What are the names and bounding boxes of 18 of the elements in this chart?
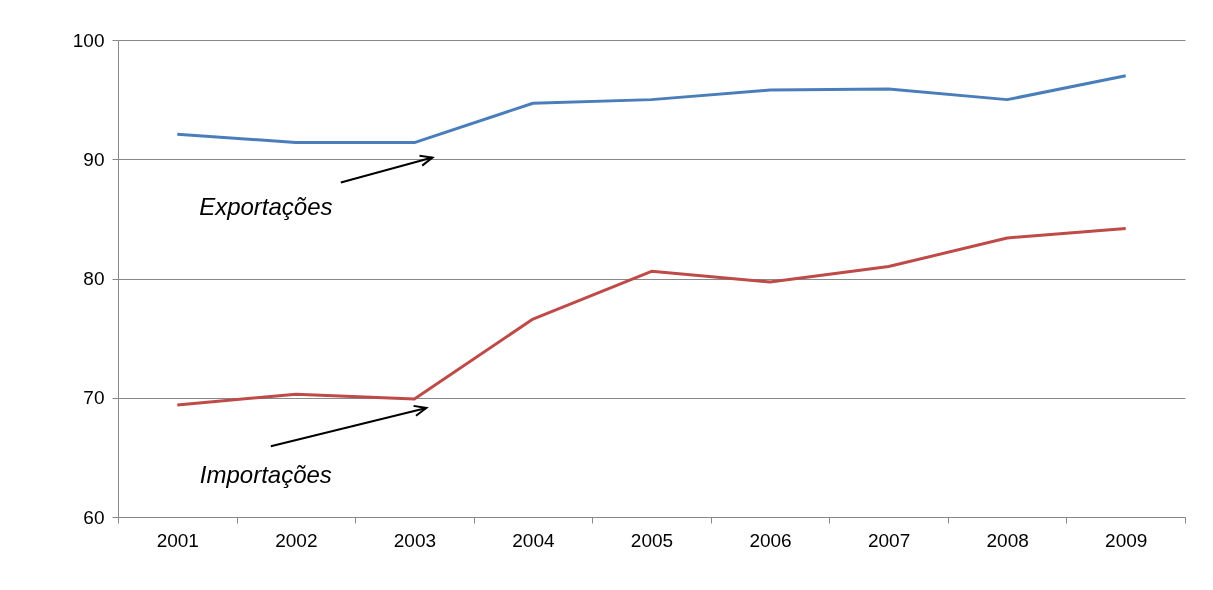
- y-tick-label: 60: [83, 506, 105, 528]
- y-tick-label: 70: [83, 387, 105, 409]
- text: Exportações: [199, 192, 333, 220]
- y-tick-label: 80: [83, 268, 105, 289]
- y-tick-label: 90: [83, 148, 105, 170]
- x-tick-label: 2008: [986, 529, 1029, 551]
- line-series: [175, 226, 1128, 407]
- y-tick-label: 100: [72, 29, 105, 51]
- line-series: [175, 74, 1128, 145]
- x-tick-label: 2007: [867, 529, 911, 551]
- x-tick-label: 2003: [393, 529, 437, 551]
- x-tick-label: 2006: [749, 529, 792, 551]
- x-tick-label: 2001: [156, 529, 199, 551]
- x-tick-label: 2004: [512, 529, 555, 551]
- text: Importações: [199, 461, 332, 489]
- x-tick-label: 2002: [275, 529, 318, 551]
- x-tick-label: 2009: [1105, 529, 1148, 551]
- x-tick-label: 2005: [630, 529, 674, 551]
